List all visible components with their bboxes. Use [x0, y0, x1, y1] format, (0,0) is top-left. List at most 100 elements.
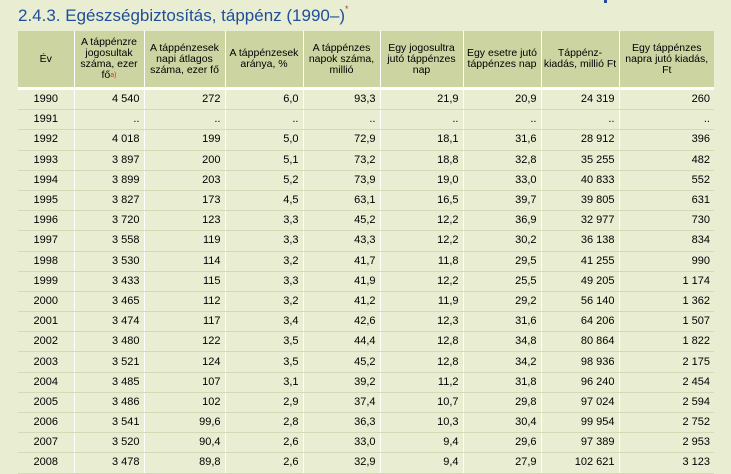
cell-year: 2003	[18, 351, 75, 373]
cell-year: 1998	[18, 251, 75, 272]
cell-days-per-case: 31,6	[463, 311, 542, 333]
cell-days-per-eligible: 12,3	[380, 311, 464, 333]
cell-daily-avg: ..	[144, 109, 226, 131]
cell-days-per-case: 29,5	[463, 251, 542, 272]
col-header-year: Év	[18, 31, 75, 87]
cell-days-per-case: 27,9	[463, 452, 542, 474]
cell-expenditure: 24 319	[541, 90, 620, 111]
table-row: 1998 3 530 114 3,2 41,7 11,8 29,5 41 255 990	[18, 251, 714, 272]
cell-days-per-case: 31,8	[463, 372, 542, 393]
cell-daily-avg: 102	[144, 392, 226, 414]
table-row: 2006 3 541 99,6 2,8 36,3 10,3 30,4 99 954 2 752	[18, 412, 714, 434]
cell-daily-avg: 107	[144, 372, 226, 393]
cell-cost-per-day: 3 123	[619, 452, 714, 474]
col-header-eligible: A táppénzre jogosultak száma, ezer főa)	[74, 31, 145, 87]
cell-eligible: 3 486	[74, 392, 145, 414]
cell-year: 2001	[18, 311, 75, 333]
cell-daily-avg: 117	[144, 311, 226, 333]
cell-days-total: 72,9	[303, 129, 381, 151]
table-row: 2001 3 474 117 3,4 42,6 12,3 31,6 64 206 1 507	[18, 311, 714, 333]
cell-eligible: 4 540	[74, 90, 145, 111]
table-row: 1991................	[18, 109, 714, 131]
title-text: 2.4.3. Egészségbiztosítás, táppénz (1990…	[18, 6, 345, 25]
cell-days-per-case: 30,2	[463, 230, 542, 252]
cell-expenditure: 39 805	[541, 190, 620, 212]
cell-days-per-eligible: 18,1	[380, 129, 464, 151]
cell-expenditure: 64 206	[541, 311, 620, 333]
cell-cost-per-day: 2 594	[619, 392, 714, 414]
cell-days-total: 45,2	[303, 210, 381, 232]
table-row: 1997 3 558 119 3,3 43,3 12,2 30,2 36 138 834	[18, 230, 714, 252]
cell-daily-avg: 200	[144, 150, 226, 171]
cell-year: 2000	[18, 291, 75, 313]
col-header-days-total: A táppénzes napok száma, millió	[303, 31, 381, 87]
cell-eligible: 4 018	[74, 129, 145, 151]
cell-year: 1996	[18, 210, 75, 232]
cell-ratio: 2,6	[225, 452, 304, 474]
cell-days-per-case: 34,2	[463, 351, 542, 373]
cell-expenditure: 28 912	[541, 129, 620, 151]
cell-ratio: 3,3	[225, 230, 304, 252]
cell-cost-per-day: 1 362	[619, 291, 714, 313]
cell-days-per-eligible: 11,9	[380, 291, 464, 313]
cell-ratio: 5,0	[225, 129, 304, 151]
cell-eligible: 3 474	[74, 311, 145, 333]
cell-days-per-eligible: 12,2	[380, 271, 464, 292]
col-header-ratio: A táppénzesek aránya, %	[225, 31, 304, 87]
cell-cost-per-day: 552	[619, 170, 714, 191]
table-row: 1995 3 827 173 4,5 63,1 16,5 39,7 39 805 631	[18, 190, 714, 212]
cell-days-total: 36,3	[303, 412, 381, 434]
cell-days-total: ..	[303, 109, 381, 131]
cell-expenditure: 35 255	[541, 150, 620, 171]
cell-days-per-case: 29,2	[463, 291, 542, 313]
cell-cost-per-day: 260	[619, 90, 714, 111]
cell-expenditure: 102 621	[541, 452, 620, 474]
cell-cost-per-day: 990	[619, 251, 714, 272]
cell-days-total: 41,2	[303, 291, 381, 313]
cell-daily-avg: 272	[144, 90, 226, 111]
cell-expenditure: 56 140	[541, 291, 620, 313]
cell-ratio: 3,4	[225, 311, 304, 333]
cell-eligible: 3 899	[74, 170, 145, 191]
cell-daily-avg: 89,8	[144, 452, 226, 474]
cell-cost-per-day: 396	[619, 129, 714, 151]
cell-year: 1990	[18, 90, 75, 111]
cell-year: 2006	[18, 412, 75, 434]
cell-days-per-eligible: 12,2	[380, 210, 464, 232]
cell-year: 2004	[18, 372, 75, 393]
cell-daily-avg: 203	[144, 170, 226, 191]
title-footnote-marker[interactable]: *	[344, 4, 349, 14]
cell-ratio: 6,0	[225, 90, 304, 111]
cell-ratio: 3,2	[225, 291, 304, 313]
cell-days-total: 41,9	[303, 271, 381, 292]
cell-ratio: 4,5	[225, 190, 304, 212]
cell-eligible: 3 485	[74, 372, 145, 393]
cell-days-total: 39,2	[303, 372, 381, 393]
cell-expenditure: ..	[541, 109, 620, 131]
cell-days-per-case: 36,9	[463, 210, 542, 232]
table-row: 1992 4 018 199 5,0 72,9 18,1 31,6 28 912 396	[18, 129, 714, 151]
cell-expenditure: 97 024	[541, 392, 620, 414]
cell-expenditure: 41 255	[541, 251, 620, 272]
cell-cost-per-day: 2 175	[619, 351, 714, 373]
cell-expenditure: 97 389	[541, 432, 620, 454]
cell-ratio: 3,5	[225, 331, 304, 353]
cell-ratio: 2,6	[225, 432, 304, 454]
cell-days-per-eligible: 10,7	[380, 392, 464, 414]
table-row: 2003 3 521 124 3,5 45,2 12,8 34,2 98 936 2 175	[18, 351, 714, 373]
table-row: 2000 3 465 112 3,2 41,2 11,9 29,2 56 140 1 362	[18, 291, 714, 313]
cell-days-total: 43,3	[303, 230, 381, 252]
header-footnote-marker[interactable]: a)	[110, 72, 117, 79]
cell-daily-avg: 119	[144, 230, 226, 252]
cell-ratio: 3,3	[225, 271, 304, 292]
cell-days-total: 45,2	[303, 351, 381, 373]
cell-daily-avg: 124	[144, 351, 226, 373]
col-header-cost-per-day: Egy táppénzes napra jutó kiadás, Ft	[619, 31, 714, 87]
cell-days-per-case: 29,8	[463, 392, 542, 414]
cell-daily-avg: 112	[144, 291, 226, 313]
cell-eligible: 3 480	[74, 331, 145, 353]
cell-daily-avg: 123	[144, 210, 226, 232]
cell-expenditure: 98 936	[541, 351, 620, 373]
cell-eligible: 3 433	[74, 271, 145, 292]
cell-cost-per-day: 482	[619, 150, 714, 171]
